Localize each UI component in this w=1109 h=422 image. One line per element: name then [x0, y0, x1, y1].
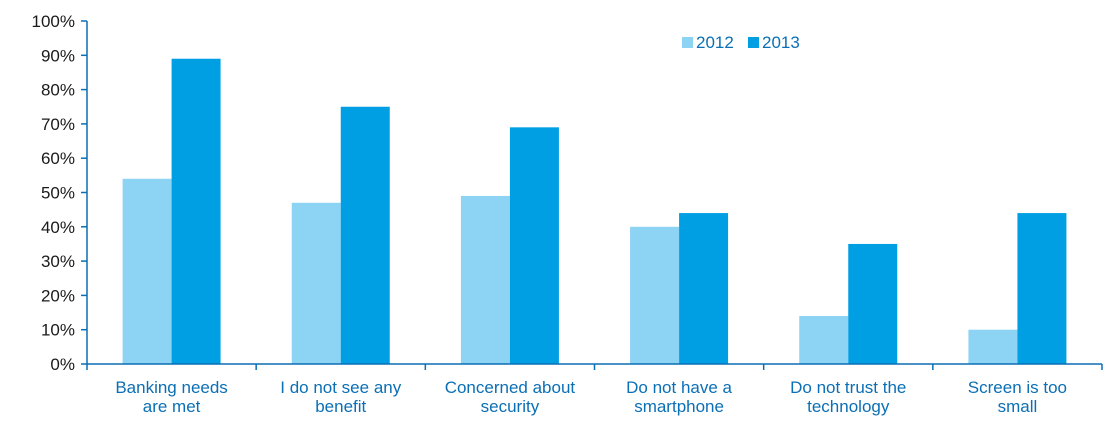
bars [122, 58, 1067, 364]
x-category-label: security [481, 397, 540, 416]
bar-2013-2 [509, 127, 559, 364]
bar-2012-2 [460, 195, 510, 364]
bar-2012-0 [122, 178, 172, 364]
x-category-label: benefit [315, 397, 366, 416]
y-tick-label: 0% [50, 355, 75, 374]
x-category-label: Screen is too [968, 378, 1067, 397]
bar-2013-3 [679, 213, 729, 364]
bar-2013-5 [1017, 213, 1067, 364]
legend-swatch-2013 [748, 37, 759, 48]
x-category-label: Banking needs [115, 378, 227, 397]
x-category-label: small [998, 397, 1038, 416]
y-tick-label: 80% [41, 81, 75, 100]
bar-2013-1 [340, 106, 390, 364]
x-category-label: are met [143, 397, 201, 416]
y-tick-label: 90% [41, 46, 75, 65]
y-tick-label: 50% [41, 184, 75, 203]
legend-label-2013: 2013 [762, 33, 800, 52]
bar-2012-4 [799, 315, 849, 364]
legend-label-2012: 2012 [696, 33, 734, 52]
x-category-label: smartphone [634, 397, 724, 416]
legend: 2012 2013 [682, 33, 800, 52]
x-category-label: Do not have a [626, 378, 732, 397]
y-tick-label: 60% [41, 149, 75, 168]
x-category-label: Do not trust the [790, 378, 906, 397]
y-tick-label: 40% [41, 218, 75, 237]
x-category-label: technology [807, 397, 890, 416]
bar-2013-4 [848, 243, 898, 364]
legend-swatch-2012 [682, 37, 693, 48]
bar-2012-1 [291, 202, 341, 364]
x-category-label: I do not see any [280, 378, 401, 397]
y-axis-ticks: 0% 10% 20% 30% 40% 50% 60% 70% 80% 90% 100% [32, 12, 87, 374]
bar-2012-5 [968, 329, 1018, 364]
bar-2013-0 [171, 58, 221, 364]
y-tick-label: 10% [41, 321, 75, 340]
y-tick-label: 30% [41, 252, 75, 271]
bar-2012-3 [630, 226, 680, 364]
y-tick-label: 70% [41, 115, 75, 134]
y-tick-label: 20% [41, 286, 75, 305]
y-tick-label: 100% [32, 12, 75, 31]
x-category-label: Concerned about [445, 378, 576, 397]
x-axis-ticks [86, 364, 1103, 370]
